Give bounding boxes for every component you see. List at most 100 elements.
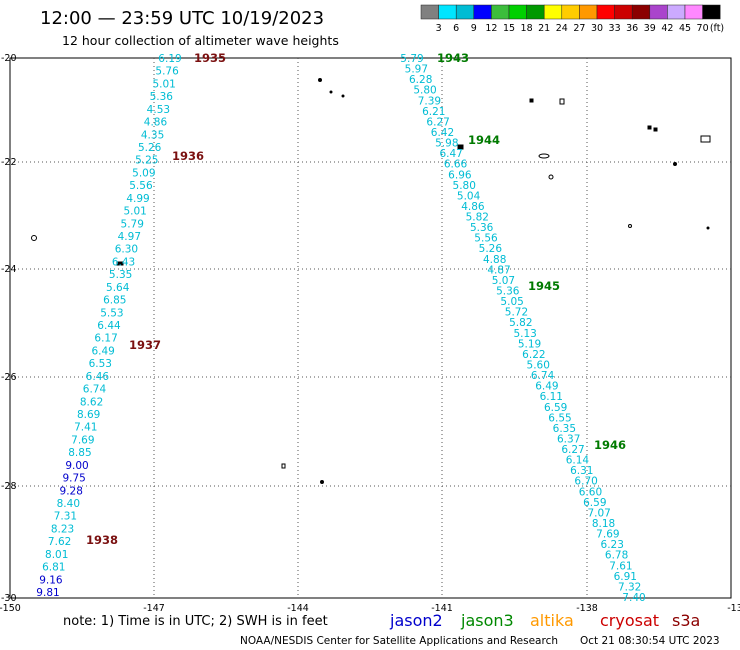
latitude-tick: -26: [1, 372, 17, 383]
wave-height-value: 8.40: [57, 498, 80, 510]
legend-label: 70: [697, 23, 709, 34]
legend-label: 6: [453, 23, 459, 34]
island: [31, 235, 37, 241]
wave-height-value: 9.00: [65, 460, 88, 472]
map-subtitle: 12 hour collection of altimeter wave hei…: [62, 33, 339, 48]
wave-height-value: 6.27: [561, 444, 584, 456]
longitude-tick: -138: [576, 603, 598, 614]
legend-swatch: [420, 4, 439, 20]
legend-label: 42: [661, 23, 673, 34]
island: [341, 94, 345, 98]
wave-height-value: 6.43: [112, 256, 135, 268]
wave-height-value: 7.40: [622, 592, 645, 604]
credit-agency: NOAA/NESDIS Center for Satellite Applica…: [240, 635, 558, 647]
legend-swatch: [684, 4, 703, 20]
wave-height-value: 8.23: [51, 523, 74, 535]
wave-height-value: 7.41: [74, 422, 97, 434]
legend-swatch: [491, 4, 510, 20]
axis-ticks: -20 -22 -24 -26 -28 -30-150 -147 -144 -141 -138 -1…: [0, 53, 740, 614]
wave-height-value: 5.82: [466, 212, 489, 224]
legend-label: 15: [503, 23, 515, 34]
wave-height-value: 6.55: [548, 412, 571, 424]
wave-height-value: 5.01: [152, 78, 175, 90]
island: [628, 224, 632, 228]
wave-height-value: 6.91: [614, 571, 637, 583]
legend-unit: (ft): [710, 23, 724, 34]
legend-swatch: [649, 4, 668, 20]
wave-height-value: 6.21: [422, 106, 445, 118]
wave-height-value: 6.31: [570, 465, 593, 477]
legend-swatch: [455, 4, 475, 20]
wave-height-value: 6.66: [444, 159, 468, 171]
wave-height-value: 7.31: [54, 511, 77, 523]
latitude-tick: -28: [1, 481, 17, 492]
wave-height-value: 6.47: [439, 148, 462, 160]
wave-height-value: 8.18: [592, 518, 615, 530]
wave-height-value: 4.35: [141, 129, 164, 141]
wave-height-value: 7.69: [596, 529, 619, 541]
island: [281, 463, 286, 469]
wave-height-value: 5.26: [479, 243, 503, 255]
legend-swatch: [667, 4, 686, 20]
island: [457, 144, 464, 150]
wave-height-value: 5.97: [405, 64, 428, 76]
track-time-label: 1943: [437, 51, 469, 65]
wave-height-value: 8.85: [68, 447, 91, 459]
wave-height-value: 7.61: [609, 560, 632, 572]
island: [706, 226, 710, 230]
wave-height-value: 5.36: [496, 286, 520, 298]
legend-label: 9: [471, 23, 477, 34]
island: [647, 125, 652, 130]
wave-height-value: 6.37: [557, 433, 580, 445]
color-legend: 3 6 9 12 15 18 21 24 27 30 33 36 39 42 45 70 (ft): [420, 4, 724, 34]
wave-height-value: 6.35: [553, 423, 576, 435]
satellite-legend: jason2 jason3 altika cryosat s3a: [389, 611, 700, 630]
wave-height-value: 5.04: [457, 190, 481, 202]
lat-lon-grid: [10, 58, 731, 598]
longitude-tick: -141: [431, 603, 453, 614]
legend-label: 18: [521, 23, 533, 34]
longitude-tick: -150: [0, 603, 21, 614]
wave-height-value: 5.79: [121, 218, 144, 230]
wave-height-value: 8.62: [80, 396, 103, 408]
track-time-label: 1936: [172, 149, 204, 163]
wave-height-value: 6.74: [531, 370, 555, 382]
wave-height-value: 8.69: [77, 409, 100, 421]
wave-height-value: 6.59: [544, 402, 567, 414]
wave-height-value: 4.88: [483, 254, 506, 266]
altimeter-tracks: 6.195.765.015.364.534.864.355.265.255.09…: [36, 51, 645, 604]
latitude-tick: -24: [1, 264, 17, 275]
satellite-name-jason3: jason3: [460, 611, 514, 630]
wave-height-value: 5.82: [509, 317, 532, 329]
legend-label: 33: [609, 23, 621, 34]
satellite-name-altika: altika: [530, 611, 574, 630]
track-time-label: 1944: [468, 133, 500, 147]
wave-height-value: 5.98: [435, 138, 458, 150]
wave-height-value: 7.32: [618, 581, 641, 593]
island: [559, 98, 565, 105]
island: [653, 127, 658, 132]
wave-height-value: 5.76: [155, 66, 179, 78]
island: [529, 98, 534, 103]
track-time-label: 1938: [86, 533, 118, 547]
track-time-label: 1946: [594, 438, 626, 452]
legend-label: 36: [626, 23, 638, 34]
map-frame: [9, 57, 732, 599]
legend-swatch: [438, 4, 457, 20]
island: [538, 153, 550, 159]
legend-swatch: [508, 4, 527, 20]
wave-height-value: 5.36: [470, 222, 494, 234]
wave-height-value: 6.14: [566, 455, 590, 467]
track-time-label: 1945: [528, 279, 560, 293]
wave-height-value: 6.49: [535, 381, 558, 393]
wave-height-value: 6.42: [431, 127, 454, 139]
satellite-name-jason2: jason2: [389, 611, 443, 630]
longitude-tick: -13: [727, 603, 740, 614]
wave-height-value: 6.28: [409, 74, 432, 86]
legend-label: 12: [485, 23, 497, 34]
wave-height-value: 6.96: [448, 169, 472, 181]
latitude-tick: -22: [1, 157, 17, 168]
wave-height-value: 5.36: [150, 91, 174, 103]
footer-note: note: 1) Time is in UTC; 2) SWH is in fe…: [63, 614, 328, 629]
